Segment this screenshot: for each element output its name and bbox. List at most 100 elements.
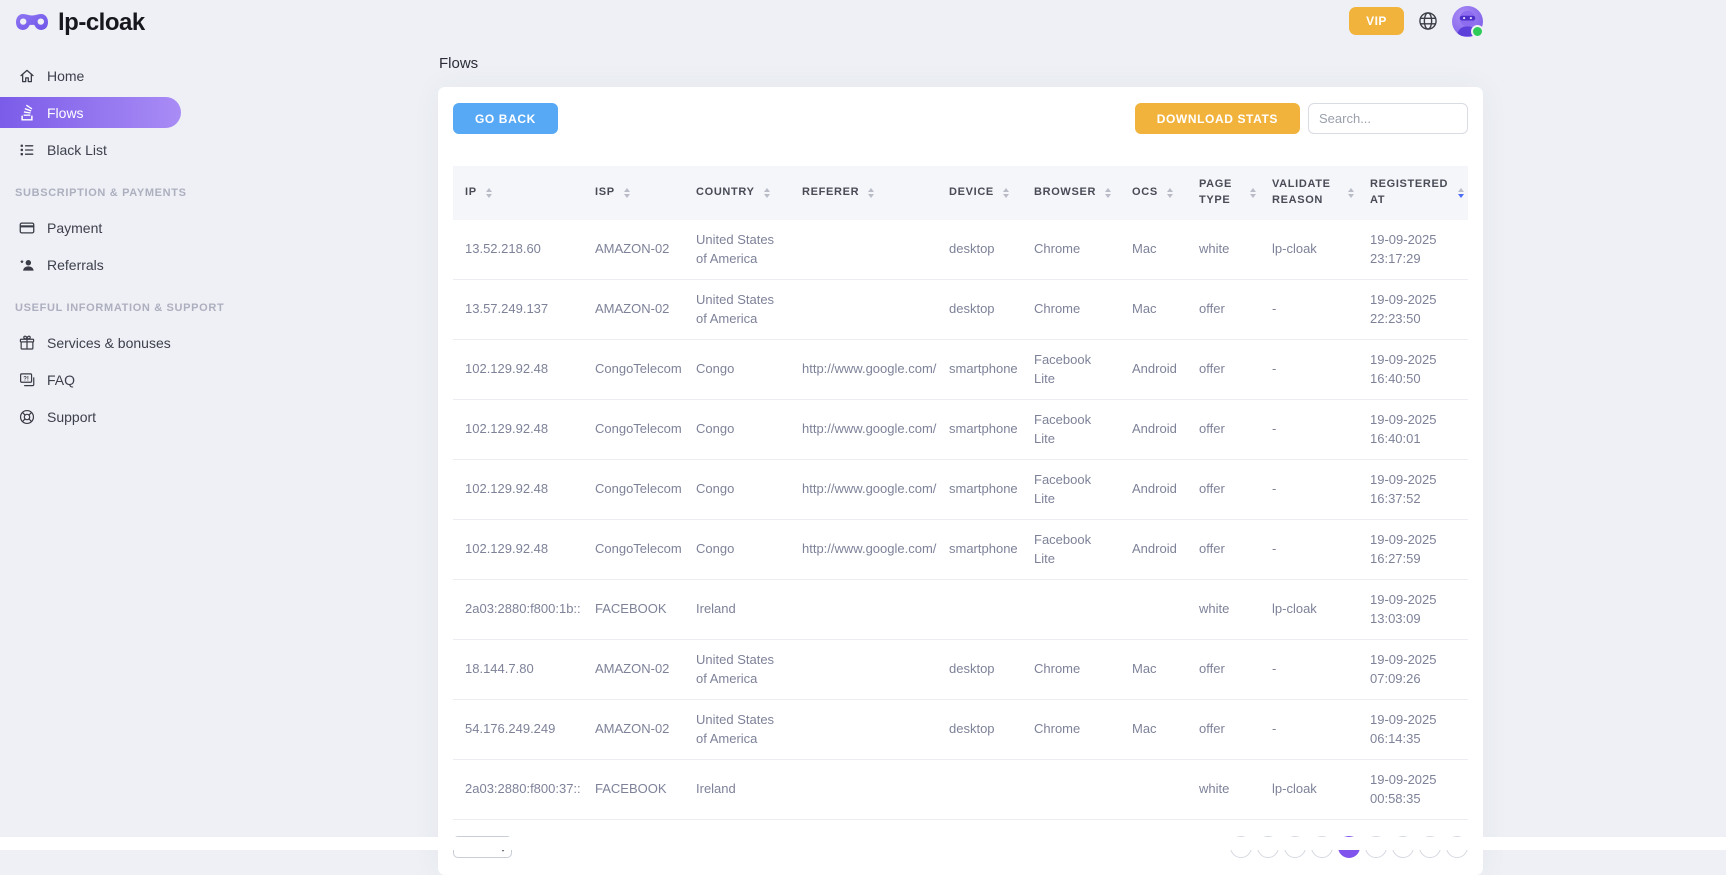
column-label: REFERER (802, 186, 860, 199)
sort-icon[interactable] (1105, 188, 1112, 198)
cell-country: Congo (684, 339, 790, 400)
gift-icon (18, 334, 36, 352)
sidebar-nav: Home Flows Black List SUBSCRIPTION & PAYMEN… (0, 60, 230, 438)
table-row: 102.129.92.48 CongoTelecom Congo http://www… (453, 459, 1468, 520)
cell-ocs: Android (1120, 519, 1187, 580)
cell-device (937, 579, 1022, 640)
sidebar-item-services-bonuses[interactable]: Services & bonuses (0, 327, 181, 358)
payment-icon (18, 219, 36, 237)
cell-isp: AMAZON-02 (583, 279, 684, 340)
sidebar-item-black-list[interactable]: Black List (0, 134, 181, 165)
cell-referer (790, 579, 937, 640)
cell-ip: 102.129.92.48 (453, 399, 583, 460)
column-label: BROWSER (1034, 186, 1097, 199)
cell-ip: 13.52.218.60 (453, 220, 583, 280)
vip-button[interactable]: VIP (1349, 7, 1404, 35)
sort-icon[interactable] (1002, 188, 1009, 198)
cell-referer (790, 220, 937, 280)
go-back-button[interactable]: GO BACK (453, 103, 558, 134)
card-toolbar: GO BACK DOWNLOAD STATS (453, 103, 1468, 134)
sort-icon[interactable] (1348, 188, 1354, 198)
cell-country: Congo (684, 519, 790, 580)
cell-isp: CongoTelecom (583, 339, 684, 400)
globe-icon[interactable] (1417, 10, 1439, 32)
column-header-device[interactable]: DEVICE (937, 166, 1022, 220)
cell-country: United States of America (684, 220, 790, 280)
cell-referer: http://www.google.com/ (790, 459, 937, 520)
footer-strip (0, 837, 1726, 850)
flows-table: IP ISP COUNTRY REFERER DEVICE BROWSER OCS PAGE … (453, 166, 1468, 820)
cell-country: Ireland (684, 759, 790, 820)
column-header-ip[interactable]: IP (453, 166, 583, 220)
cell-validate_reason: - (1260, 639, 1358, 700)
search-input[interactable] (1308, 103, 1468, 134)
sidebar-item-support[interactable]: Support (0, 401, 181, 432)
sort-icon[interactable] (1166, 188, 1173, 198)
column-label: OCS (1132, 186, 1158, 199)
user-avatar[interactable] (1452, 5, 1484, 38)
toolbar-right: DOWNLOAD STATS (1134, 103, 1468, 134)
cell-page_type: offer (1187, 279, 1260, 340)
cell-registered_at: 19-09-2025 07:09:26 (1358, 639, 1468, 700)
cell-isp: CongoTelecom (583, 399, 684, 460)
cell-validate_reason: - (1260, 279, 1358, 340)
cell-referer: http://www.google.com/ (790, 399, 937, 460)
download-stats-button[interactable]: DOWNLOAD STATS (1134, 103, 1300, 134)
cell-registered_at: 19-09-2025 00:58:35 (1358, 759, 1468, 820)
cell-page_type: offer (1187, 519, 1260, 580)
cell-registered_at: 19-09-2025 16:27:59 (1358, 519, 1468, 580)
cell-country: United States of America (684, 699, 790, 760)
column-header-country[interactable]: COUNTRY (684, 166, 790, 220)
cell-page_type: offer (1187, 399, 1260, 460)
column-header-referer[interactable]: REFERER (790, 166, 937, 220)
sidebar-item-label: Black List (47, 141, 107, 158)
column-label: ISP (595, 186, 615, 199)
brand-name: lp-cloak (58, 9, 145, 36)
sort-icon[interactable] (1250, 188, 1256, 198)
online-status-dot (1471, 24, 1484, 38)
cell-referer (790, 639, 937, 700)
sidebar-item-payment[interactable]: Payment (0, 212, 181, 243)
cell-isp: AMAZON-02 (583, 699, 684, 760)
sort-icon[interactable] (1458, 188, 1464, 198)
cell-ocs: Android (1120, 339, 1187, 400)
cell-isp: FACEBOOK (583, 579, 684, 640)
cell-browser (1022, 759, 1120, 820)
black-list-icon (18, 141, 36, 159)
cell-browser: Facebook Lite (1022, 339, 1120, 400)
cell-validate_reason: lp-cloak (1260, 759, 1358, 820)
column-header-page_type[interactable]: PAGE TYPE (1187, 166, 1260, 220)
cell-registered_at: 19-09-2025 16:40:01 (1358, 399, 1468, 460)
column-header-validate_reason[interactable]: VALIDATE REASON (1260, 166, 1358, 220)
sort-icon[interactable] (623, 188, 630, 198)
sort-icon[interactable] (868, 188, 875, 198)
cell-registered_at: 19-09-2025 06:14:35 (1358, 699, 1468, 760)
cell-ip: 18.144.7.80 (453, 639, 583, 700)
sidebar-item-flows[interactable]: Flows (0, 97, 181, 128)
cell-country: United States of America (684, 639, 790, 700)
table-row: 18.144.7.80 AMAZON-02 United States of Ame… (453, 639, 1468, 700)
topbar: VIP (438, 5, 1484, 38)
column-header-ocs[interactable]: OCS (1120, 166, 1187, 220)
mask-icon (16, 14, 48, 30)
sidebar-item-label: Payment (47, 219, 103, 236)
table-row: 54.176.249.249 AMAZON-02 United States of … (453, 699, 1468, 760)
cell-device (937, 759, 1022, 820)
sidebar-item-referrals[interactable]: Referrals (0, 249, 181, 280)
column-header-isp[interactable]: ISP (583, 166, 684, 220)
column-label: REGISTERED AT (1370, 178, 1449, 206)
sidebar-item-home[interactable]: Home (0, 60, 181, 91)
sort-icon[interactable] (763, 188, 770, 198)
column-label: COUNTRY (696, 186, 755, 199)
cell-validate_reason: lp-cloak (1260, 579, 1358, 640)
cell-device: desktop (937, 699, 1022, 760)
cell-page_type: offer (1187, 459, 1260, 520)
column-header-registered_at[interactable]: REGISTERED AT (1358, 166, 1468, 220)
column-header-browser[interactable]: BROWSER (1022, 166, 1120, 220)
cell-registered_at: 19-09-2025 16:40:50 (1358, 339, 1468, 400)
sort-icon[interactable] (485, 188, 492, 198)
sidebar-item-faq[interactable]: ?! FAQ (0, 364, 181, 395)
home-icon (18, 67, 36, 85)
sidebar-item-label: Referrals (47, 256, 104, 273)
page-title: Flows (439, 55, 479, 72)
